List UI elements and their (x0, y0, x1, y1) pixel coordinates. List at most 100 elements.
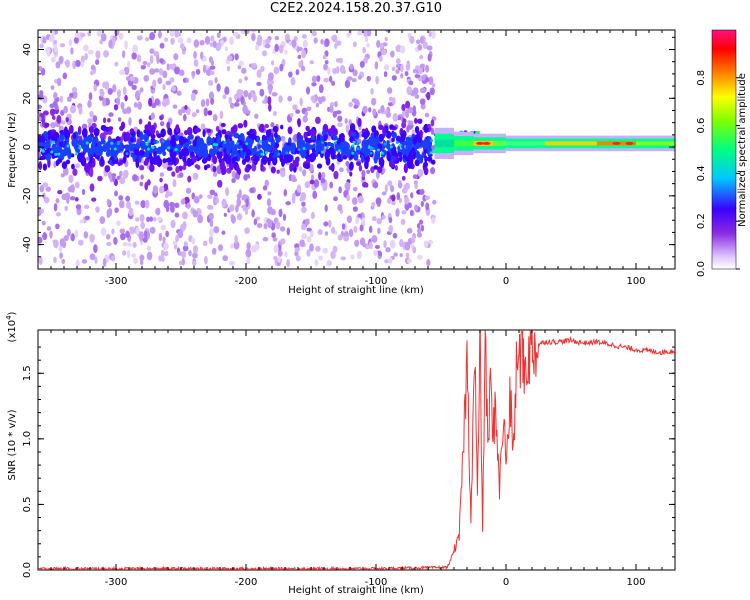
spectral-cell (296, 118, 301, 127)
spectral-cell (379, 42, 384, 49)
spectral-cell (212, 247, 217, 255)
spectral-cell (144, 181, 149, 191)
spectral-cell (102, 117, 107, 124)
spectral-cell (163, 250, 169, 257)
spectral-cell (267, 191, 272, 196)
spectral-cell (309, 243, 314, 252)
spectral-cell (364, 36, 369, 43)
spectral-cell (157, 77, 163, 85)
spectrogram-heatmap (38, 30, 675, 268)
spectral-cell (261, 50, 268, 57)
spectral-cell (91, 158, 96, 168)
spectral-cell (160, 140, 165, 151)
spectral-cell (124, 144, 131, 151)
spectral-cell (46, 226, 52, 231)
spectral-cell (381, 49, 387, 56)
spectral-cell (139, 254, 145, 261)
spectral-cell (184, 104, 188, 110)
spectral-cell (89, 110, 94, 118)
spectral-cell (228, 204, 235, 212)
spectral-cell (110, 141, 114, 145)
spectral-cell (177, 37, 184, 44)
spectral-cell (158, 68, 164, 76)
spectral-cell (259, 88, 265, 97)
spectral-cell (274, 43, 279, 52)
spectral-cell (412, 150, 417, 160)
spectral-cell (49, 230, 53, 239)
spectral-cell (134, 90, 140, 100)
spectral-cell (230, 213, 235, 221)
spectral-cell (361, 169, 366, 178)
spectral-cell (354, 239, 360, 247)
spectral-cell (192, 172, 199, 181)
spectral-cell (39, 43, 44, 49)
spectral-cell (193, 195, 200, 204)
spectral-cell (241, 67, 247, 74)
spectral-cell (400, 139, 405, 149)
spectral-cell (291, 39, 297, 48)
spectral-cell (216, 134, 221, 144)
spectral-cell (393, 157, 398, 162)
spectral-cell (65, 117, 69, 123)
spectral-cell (299, 196, 304, 202)
spectral-cell (427, 53, 432, 62)
spectral-cell (111, 36, 116, 46)
spectral-cell (122, 156, 127, 164)
x-tick-label: 0 (503, 577, 509, 588)
spectral-cell (89, 125, 93, 135)
spectral-cell (349, 123, 356, 132)
spectral-cell (191, 192, 196, 200)
spectral-cell (183, 196, 190, 205)
spectral-cell (83, 204, 90, 210)
spectral-cell (139, 149, 145, 156)
spectral-cell (399, 252, 403, 258)
snr-y-axis-title: SNR (10 * v/v) (7, 409, 18, 480)
spectral-cell (368, 241, 373, 250)
spectral-cell (119, 125, 124, 131)
spectral-cell (175, 166, 180, 174)
spectral-cell (139, 214, 145, 222)
spectral-cell (240, 30, 246, 35)
spectral-cell (314, 259, 319, 267)
spectral-cell (321, 129, 326, 136)
spectral-cell (119, 177, 126, 185)
spectral-cell (389, 239, 396, 249)
spectral-cell (431, 30, 436, 39)
spectral-cell (212, 40, 217, 48)
spectral-cell (206, 135, 212, 146)
spectral-cell (349, 63, 354, 70)
spectral-cell (424, 195, 430, 201)
spectral-cell (42, 182, 49, 188)
spectral-cell (140, 174, 144, 180)
x-tick-label: -300 (105, 276, 128, 287)
spectral-cell (301, 33, 307, 39)
spectral-cell (264, 151, 268, 155)
spectral-cell (146, 245, 152, 251)
spectral-cell (222, 255, 228, 262)
spectral-cell (178, 135, 185, 146)
spectral-cell (357, 195, 364, 204)
spectral-cell (203, 164, 208, 171)
spectral-peak (612, 141, 621, 145)
spectral-cell (206, 128, 212, 133)
spectral-cell (418, 154, 423, 164)
spectral-cell (38, 104, 43, 109)
spectral-cell (41, 220, 46, 226)
spectral-band-core (506, 141, 545, 146)
spectral-cell (68, 39, 73, 47)
spectral-cell (262, 185, 268, 191)
spectral-cell (212, 114, 218, 122)
spectral-cell (77, 125, 82, 135)
spectral-cell (89, 253, 96, 261)
spectral-cell (382, 126, 386, 136)
y-tick-label: 40 (22, 43, 33, 56)
spectral-cell (157, 216, 162, 222)
spectral-cell (291, 177, 298, 183)
spectral-cell (329, 181, 334, 189)
spectral-cell (406, 258, 412, 264)
spectral-cell (155, 155, 160, 166)
spectral-cell (172, 104, 178, 109)
spectral-cell (42, 110, 49, 116)
spectral-cell (425, 202, 430, 211)
spectral-cell (310, 174, 315, 181)
